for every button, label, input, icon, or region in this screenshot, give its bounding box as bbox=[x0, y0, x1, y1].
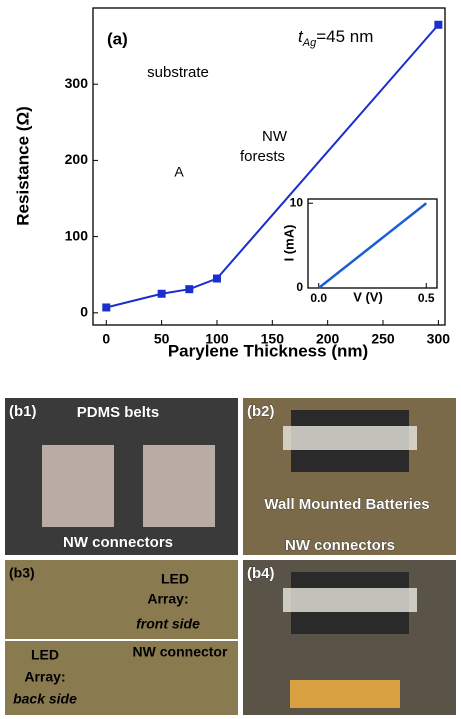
annotation-part: Ag bbox=[302, 37, 317, 49]
panel-label: (b1) bbox=[9, 403, 37, 420]
x-tick-label: 0.0 bbox=[310, 291, 327, 305]
data-line bbox=[317, 202, 428, 289]
photo-label: LED bbox=[161, 571, 189, 587]
connector bbox=[143, 445, 215, 527]
photo-label: LED bbox=[31, 647, 59, 663]
plot-frame bbox=[307, 198, 438, 289]
data-point bbox=[102, 303, 111, 312]
y-tick-label: 0 bbox=[296, 280, 303, 294]
photo-label: back side bbox=[13, 691, 77, 707]
y-tick-label: 300 bbox=[65, 75, 89, 91]
y-tick-label: 100 bbox=[65, 227, 89, 243]
photo-label: Wall Mounted Batteries bbox=[264, 496, 429, 513]
photo-label: NW connectors bbox=[63, 534, 173, 551]
annotation-part: =45 nm bbox=[316, 27, 373, 46]
photo-label: front side bbox=[136, 616, 200, 632]
x-tick-label: 100 bbox=[205, 331, 229, 347]
x-tick-label: 0 bbox=[102, 331, 110, 347]
y-tick-label: 200 bbox=[65, 151, 89, 167]
photo-label: NW connector bbox=[133, 644, 228, 660]
photo-label: Array: bbox=[24, 669, 65, 685]
x-tick-label: 50 bbox=[154, 331, 170, 347]
panel-label: (b3) bbox=[9, 565, 35, 581]
panel-label: (b2) bbox=[247, 403, 275, 420]
data-point bbox=[212, 274, 221, 283]
belt bbox=[283, 426, 417, 450]
y-tick-label: 0 bbox=[80, 304, 88, 320]
photo-label: NW connectors bbox=[285, 537, 395, 554]
belt bbox=[283, 588, 417, 612]
y-axis-label: Resistance (Ω) bbox=[13, 106, 32, 225]
x-tick-label: 150 bbox=[261, 331, 285, 347]
x-tick-label: 0.5 bbox=[418, 291, 435, 305]
data-point bbox=[434, 20, 443, 29]
diagram-label: NW bbox=[262, 128, 288, 145]
x-tick-label: 200 bbox=[316, 331, 340, 347]
photo-label: PDMS belts bbox=[77, 404, 160, 421]
x-tick-label: 250 bbox=[371, 331, 395, 347]
x-tick-label: 300 bbox=[427, 331, 451, 347]
data-point bbox=[157, 289, 166, 298]
diagram-label: A bbox=[174, 164, 184, 180]
x-axis-label: V (V) bbox=[353, 289, 383, 304]
y-tick-label: 10 bbox=[290, 195, 304, 209]
connector bbox=[42, 445, 114, 527]
diagram-label: forests bbox=[240, 148, 285, 165]
photo bbox=[5, 560, 238, 715]
annotation-part: t bbox=[298, 27, 304, 46]
x-axis-label: Parylene Thickness (nm) bbox=[168, 341, 368, 360]
diagram-label: substrate bbox=[147, 64, 209, 81]
panel-label: (a) bbox=[107, 29, 128, 48]
led-board bbox=[290, 680, 400, 708]
annotation: tAg=45 nm bbox=[298, 27, 373, 48]
panel-label: (b4) bbox=[247, 565, 275, 582]
photo-label: Array: bbox=[147, 591, 188, 607]
y-axis-label: I (mA) bbox=[281, 225, 296, 262]
data-point bbox=[185, 285, 194, 294]
